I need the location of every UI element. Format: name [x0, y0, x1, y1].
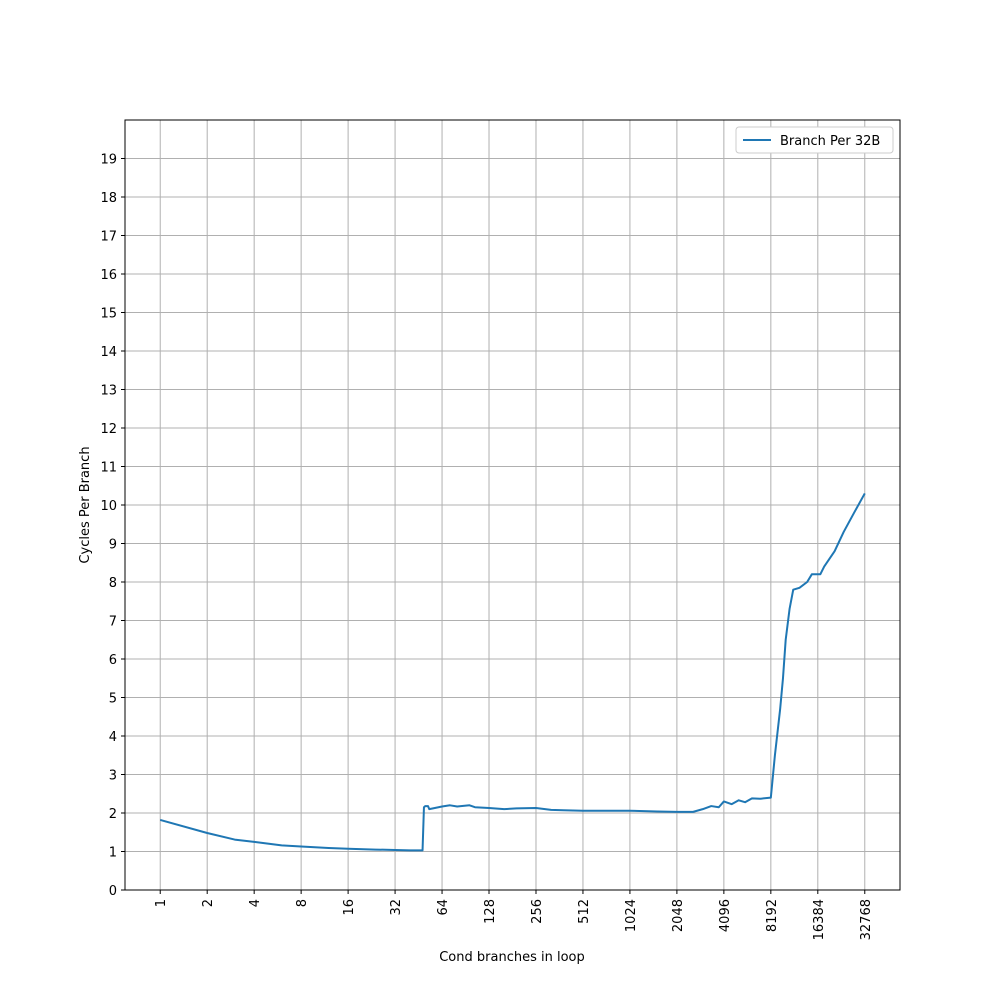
x-tick-label: 128 [483, 899, 498, 924]
y-tick-label: 10 [100, 499, 117, 514]
y-tick-label: 9 [109, 538, 117, 553]
y-tick-label: 2 [109, 807, 117, 822]
x-tick-label: 8 [295, 899, 310, 907]
y-tick-label: 11 [100, 461, 117, 476]
y-tick-label: 1 [109, 846, 117, 861]
y-tick-label: 13 [100, 384, 117, 399]
x-tick-label: 4 [248, 899, 263, 907]
data-line [159, 492, 866, 852]
y-tick-label: 4 [109, 730, 117, 745]
legend-label: Branch Per 32B [780, 134, 880, 149]
x-tick-label: 2 [201, 899, 216, 907]
x-tick-label: 1024 [624, 899, 639, 932]
y-tick-label: 18 [100, 191, 117, 206]
y-tick-label: 0 [109, 884, 117, 899]
x-tick-label: 16 [342, 899, 357, 916]
y-tick-label: 17 [100, 230, 117, 245]
x-tick-label: 8192 [765, 899, 780, 932]
x-tick-label: 512 [577, 899, 592, 924]
y-tick-label: 19 [100, 153, 117, 168]
y-tick-label: 16 [100, 268, 117, 283]
plot [159, 492, 866, 852]
x-tick-label: 32768 [859, 899, 874, 940]
x-tick-label: 1 [154, 899, 169, 907]
x-tick-label: 32 [389, 899, 404, 916]
y-tick-label: 14 [100, 345, 117, 360]
x-tick-label: 64 [436, 899, 451, 916]
x-tick-label: 2048 [671, 899, 686, 932]
x-tick-label: 256 [530, 899, 545, 924]
y-tick-label: 7 [109, 615, 117, 630]
legend-box [735, 126, 894, 154]
y-axis-label: Cycles Per Branch [78, 446, 93, 563]
y-tick-label: 8 [109, 576, 117, 591]
y-tick-label: 3 [109, 769, 117, 784]
x-tick-label: 4096 [718, 899, 733, 932]
y-tick-label: 12 [100, 422, 117, 437]
y-tick-label: 5 [109, 692, 117, 707]
x-tick-label: 16384 [812, 899, 827, 940]
y-tick-label: 15 [100, 307, 117, 322]
x-axis-label: Cond branches in loop [439, 950, 585, 965]
legend: Branch Per 32B [735, 126, 894, 154]
y-tick-label: 6 [109, 653, 117, 668]
grid [125, 120, 900, 891]
